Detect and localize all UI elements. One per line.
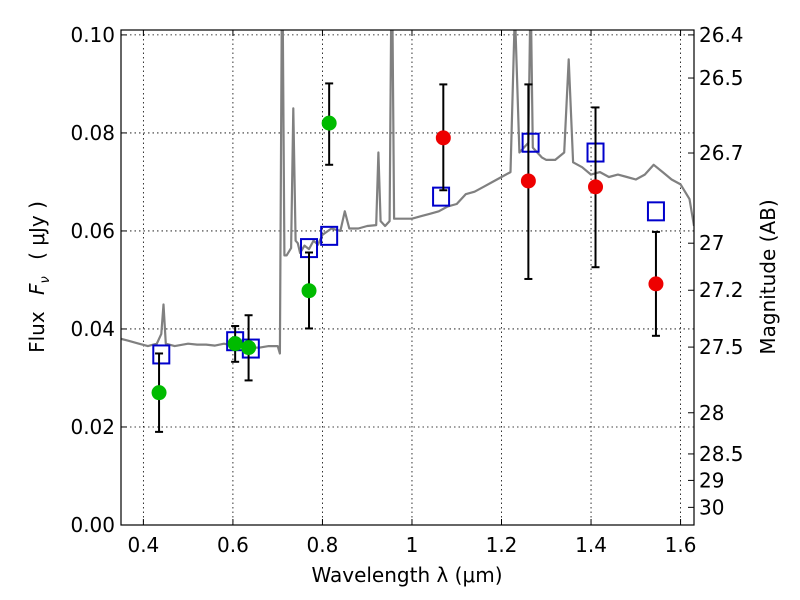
mag-tick-label: 27 bbox=[699, 231, 724, 255]
y-axis-unit: ( μJy ) bbox=[25, 201, 49, 260]
mag-tick-label: 28 bbox=[699, 401, 724, 425]
model-flux-square bbox=[320, 225, 339, 246]
x-tick-label: 1.2 bbox=[486, 533, 518, 557]
observed-optical-point bbox=[321, 115, 337, 131]
axes: 0.4 0.6 0.8 1 1.2 1.4 1.6 0.00 0.02 0.04 0.06 0.08 0… bbox=[70, 23, 743, 557]
mag-tick-label: 29 bbox=[699, 468, 724, 492]
model-flux-square bbox=[432, 186, 451, 207]
svg-text:Flux Fν ( μJy ): Flux Fν ( μJy ) bbox=[25, 201, 54, 353]
y-tick-label: 0.08 bbox=[70, 121, 115, 145]
mag-tick-label: 27.2 bbox=[699, 278, 744, 302]
observed-infrared-point bbox=[520, 173, 536, 189]
mag-tick-label: 27.5 bbox=[699, 335, 744, 359]
x-tick-label: 0.6 bbox=[217, 533, 249, 557]
observed-infrared-point bbox=[435, 130, 451, 146]
x-tick-label: 1.6 bbox=[665, 533, 697, 557]
x-tick-label: 0.8 bbox=[307, 533, 339, 557]
mag-tick-label: 26.4 bbox=[699, 23, 744, 47]
mag-tick-label: 26.5 bbox=[699, 66, 744, 90]
model-flux-square bbox=[521, 132, 540, 153]
model-flux-square bbox=[152, 344, 171, 365]
y-tick-label: 0.02 bbox=[70, 415, 115, 439]
plot-area bbox=[121, 30, 694, 433]
observed-optical-point bbox=[241, 340, 257, 356]
x-tick-label: 0.4 bbox=[127, 533, 159, 557]
y-tick-label: 0.10 bbox=[70, 23, 115, 47]
mag-tick-label: 26.7 bbox=[699, 141, 744, 165]
plot-frame bbox=[120, 29, 695, 526]
x-axis-title: Wavelength λ (μm) bbox=[311, 563, 502, 587]
observed-optical-point bbox=[151, 385, 167, 401]
observed-infrared-point bbox=[588, 179, 604, 195]
y-axis-title: Flux bbox=[25, 311, 49, 353]
y2-axis-title: Magnitude (AB) bbox=[756, 199, 780, 354]
observed-optical-point bbox=[227, 336, 243, 352]
y-axis-subscript: ν bbox=[38, 276, 53, 283]
x-tick-label: 1.4 bbox=[575, 533, 607, 557]
model-spectrum-line bbox=[121, 30, 694, 355]
grid bbox=[121, 30, 694, 526]
y-tick-label: 0.00 bbox=[70, 513, 115, 537]
mag-tick-label: 30 bbox=[699, 495, 724, 519]
observed-optical-point bbox=[301, 283, 317, 299]
model-flux-square bbox=[646, 201, 665, 222]
y-axis-title-group: Flux Fν ( μJy ) bbox=[25, 201, 54, 353]
observed-infrared-point bbox=[648, 276, 664, 292]
y-tick-label: 0.04 bbox=[70, 317, 115, 341]
y-tick-label: 0.06 bbox=[70, 219, 115, 243]
x-tick-label: 1 bbox=[406, 533, 419, 557]
mag-tick-label: 28.5 bbox=[699, 442, 744, 466]
